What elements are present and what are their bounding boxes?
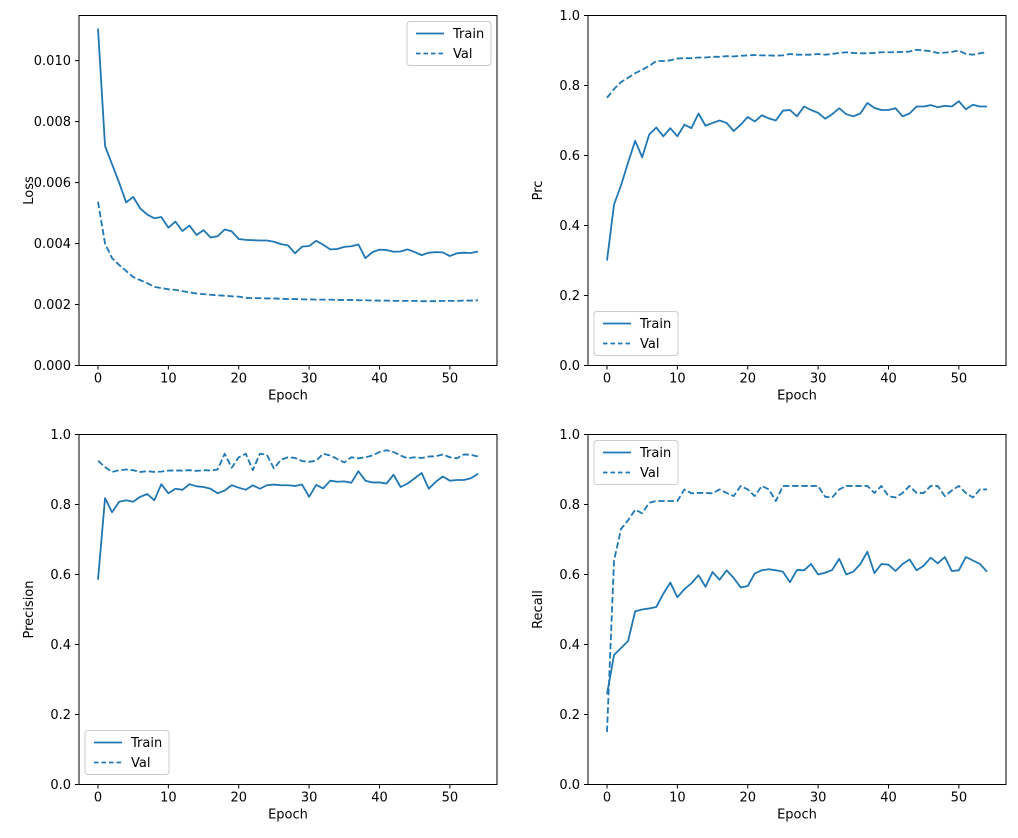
recall-train-line — [606, 550, 988, 695]
y-tick-label: 0.6 — [50, 568, 71, 583]
legend-val-label: Val — [640, 337, 659, 352]
y-tick-label: 0.0 — [559, 778, 580, 793]
subplot-precision: 0 10 20 30 40 50 0.0 0.2 0.4 0.6 0.8 1.0 Epoch Precis… — [0, 419, 509, 838]
legend-val-label: Val — [131, 756, 150, 771]
prc-val-line — [606, 48, 988, 99]
x-tick-label: 50 — [442, 791, 459, 806]
precision-train-line — [97, 470, 479, 580]
x-tick-label: 40 — [880, 372, 897, 387]
x-tick-label: 40 — [880, 791, 897, 806]
x-tick-label: 40 — [371, 372, 388, 387]
y-tick-label: 0.006 — [34, 176, 71, 191]
x-tick-label: 0 — [94, 372, 102, 387]
x-tick-label: 0 — [603, 372, 611, 387]
loss-train-line — [97, 28, 479, 260]
precision-ylabel: Precision — [22, 580, 37, 638]
y-tick-label: 0.0 — [50, 778, 71, 793]
y-tick-label: 0.008 — [34, 115, 71, 130]
x-tick-label: 30 — [301, 791, 318, 806]
x-tick-label: 20 — [230, 791, 247, 806]
y-tick-label: 1.0 — [559, 9, 580, 24]
precision-axes-frame — [78, 434, 498, 785]
loss-ylabel: Loss — [22, 176, 37, 205]
x-tick-label: 50 — [951, 372, 968, 387]
prc-legend: Train Val — [593, 311, 679, 356]
legend-train-label: Train — [452, 27, 484, 42]
recall-xlabel: Epoch — [777, 808, 817, 823]
x-tick-label: 20 — [230, 372, 247, 387]
legend-box — [84, 730, 170, 775]
y-tick-label: 0.6 — [559, 568, 580, 583]
x-tick-label: 10 — [669, 791, 686, 806]
y-tick-label: 0.8 — [50, 498, 71, 513]
y-tick-label: 0.4 — [559, 638, 580, 653]
x-tick-label: 10 — [160, 791, 177, 806]
loss-axes-frame — [78, 15, 498, 366]
y-tick-label: 0.004 — [34, 237, 71, 252]
y-tick-label: 1.0 — [50, 428, 71, 443]
x-tick-label: 10 — [160, 372, 177, 387]
loss-chart-canvas: 0 10 20 30 40 50 0.000 0.002 0.004 0.006 0.008 0.01… — [22, 15, 498, 404]
x-tick-label: 20 — [739, 791, 756, 806]
recall-ylabel: Recall — [531, 590, 546, 629]
x-tick-label: 30 — [301, 372, 318, 387]
y-tick-label: 0.2 — [559, 289, 580, 304]
legend-val-label: Val — [453, 47, 472, 62]
loss-val-line — [97, 201, 479, 303]
x-tick-label: 0 — [603, 791, 611, 806]
y-tick-label: 0.2 — [50, 708, 71, 723]
legend-train-label: Train — [639, 317, 671, 332]
y-tick-label: 0.4 — [50, 638, 71, 653]
x-tick-label: 40 — [371, 791, 388, 806]
recall-legend: Train Val — [593, 440, 679, 485]
prc-train-line — [606, 100, 987, 261]
y-tick-label: 0.6 — [559, 149, 580, 164]
recall-val-line — [606, 485, 987, 733]
y-tick-label: 0.8 — [559, 498, 580, 513]
subplot-recall: 0 10 20 30 40 50 0.0 0.2 0.4 0.6 0.8 1.0 Epoch Recall… — [509, 419, 1018, 838]
x-tick-label: 10 — [669, 372, 686, 387]
precision-xlabel: Epoch — [268, 808, 308, 823]
y-tick-label: 0.010 — [34, 54, 71, 69]
loss-legend: Train Val — [406, 21, 492, 66]
loss-xlabel: Epoch — [268, 389, 308, 404]
x-tick-label: 0 — [94, 791, 102, 806]
x-tick-label: 50 — [951, 791, 968, 806]
legend-val-label: Val — [640, 466, 659, 481]
y-tick-label: 1.0 — [559, 428, 580, 443]
x-tick-label: 20 — [739, 372, 756, 387]
y-tick-label: 0.2 — [559, 708, 580, 723]
legend-box — [406, 21, 492, 66]
recall-axes-frame — [587, 434, 1007, 785]
precision-val-line — [97, 449, 479, 473]
x-tick-label: 50 — [442, 372, 459, 387]
x-tick-label: 30 — [810, 791, 827, 806]
subplot-prc: 0 10 20 30 40 50 0.0 0.2 0.4 0.6 0.8 1.0 Epoch Prc Tra… — [509, 0, 1018, 419]
prc-ylabel: Prc — [531, 181, 546, 201]
y-tick-label: 0.002 — [34, 298, 71, 313]
prc-xlabel: Epoch — [777, 389, 817, 404]
precision-chart-canvas: 0 10 20 30 40 50 0.0 0.2 0.4 0.6 0.8 1.0 Epoch Precis… — [22, 428, 498, 823]
legend-box — [593, 440, 679, 485]
precision-legend: Train Val — [84, 730, 170, 775]
y-tick-label: 0.8 — [559, 79, 580, 94]
y-tick-label: 0.4 — [559, 219, 580, 234]
prc-chart-canvas: 0 10 20 30 40 50 0.0 0.2 0.4 0.6 0.8 1.0 Epoch Prc Tra… — [531, 9, 1007, 404]
x-tick-label: 30 — [810, 372, 827, 387]
legend-train-label: Train — [639, 446, 671, 461]
recall-chart-canvas: 0 10 20 30 40 50 0.0 0.2 0.4 0.6 0.8 1.0 Epoch Recall… — [531, 428, 1007, 823]
y-tick-label: 0.0 — [559, 359, 580, 374]
subplot-loss: 0 10 20 30 40 50 0.000 0.002 0.004 0.006 0.008 0.01… — [0, 0, 509, 419]
prc-axes-frame — [587, 15, 1007, 366]
legend-box — [593, 311, 679, 356]
legend-train-label: Train — [130, 736, 162, 751]
y-tick-label: 0.000 — [34, 359, 71, 374]
